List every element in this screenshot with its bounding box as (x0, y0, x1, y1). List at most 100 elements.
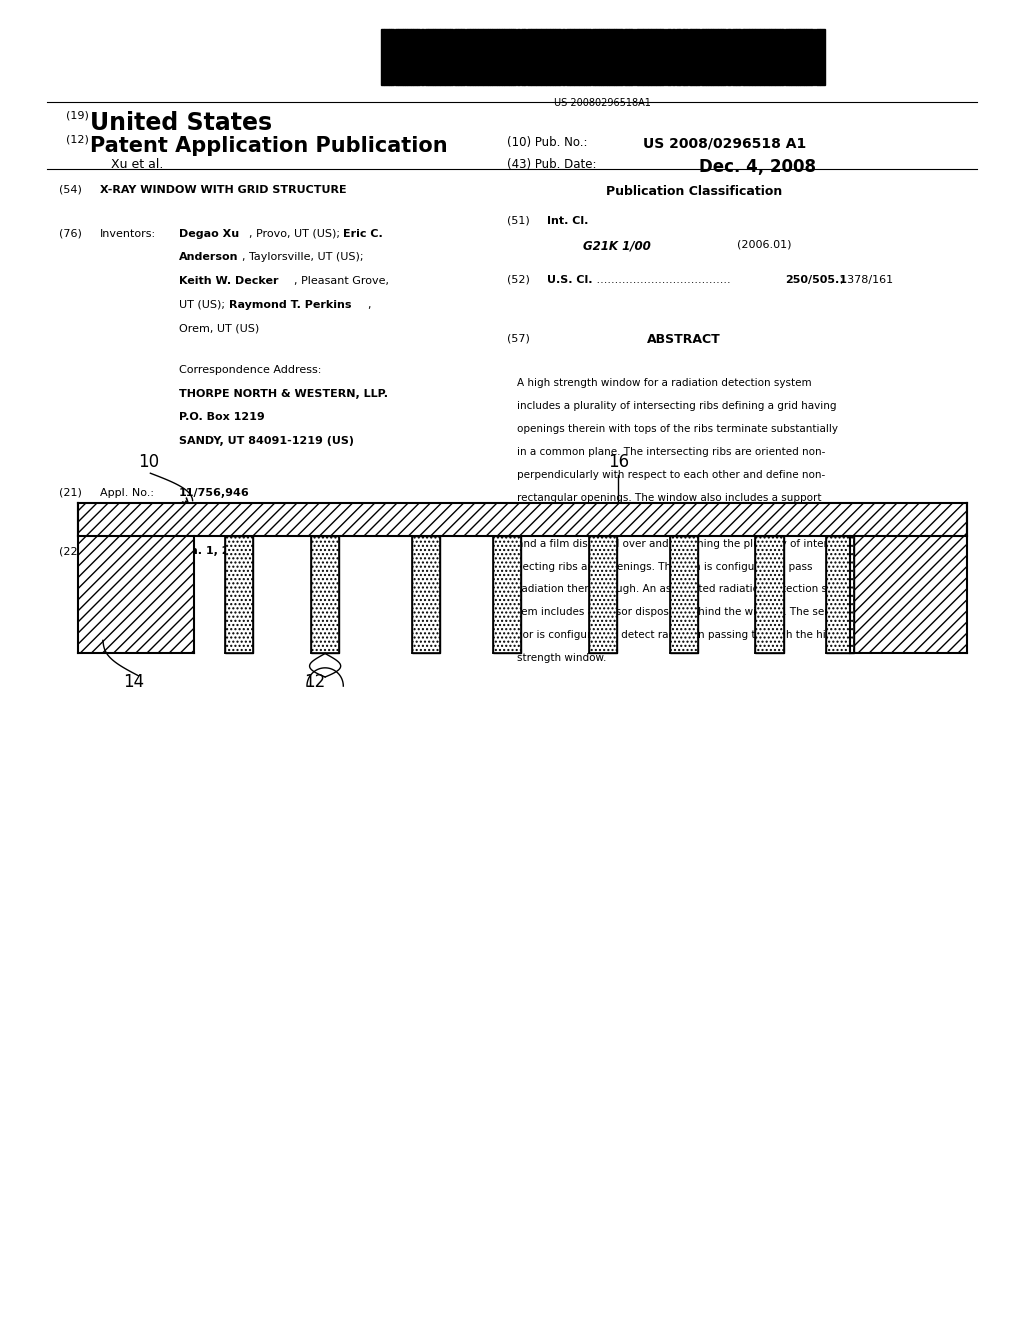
Text: (76): (76) (59, 228, 82, 239)
Bar (517, 29, 520, 86)
Bar (651, 29, 656, 86)
Text: rectangular openings. The window also includes a support: rectangular openings. The window also in… (517, 492, 821, 503)
Bar (714, 29, 718, 86)
Bar (729, 29, 731, 86)
Bar (606, 29, 609, 86)
Text: (21): (21) (59, 487, 82, 498)
Text: ,: , (368, 300, 371, 309)
Bar (782, 29, 784, 86)
Bar (570, 29, 573, 86)
Bar (826, 536, 854, 653)
Text: U.S. Cl.: U.S. Cl. (548, 275, 593, 285)
Text: (43) Pub. Date:: (43) Pub. Date: (507, 158, 596, 172)
Bar (679, 29, 681, 86)
Bar (553, 29, 555, 86)
Text: Publication Classification: Publication Classification (605, 185, 782, 198)
Text: (57): (57) (507, 334, 529, 343)
Bar (721, 29, 723, 86)
Text: (19): (19) (66, 110, 88, 120)
Bar (609, 29, 614, 86)
Bar (473, 29, 475, 86)
Bar (631, 29, 633, 86)
Bar (816, 29, 820, 86)
Text: secting ribs and openings. The film is configured to pass: secting ribs and openings. The film is c… (517, 561, 813, 572)
Text: X-RAY WINDOW WITH GRID STRUCTURE: X-RAY WINDOW WITH GRID STRUCTURE (100, 185, 346, 194)
Bar (771, 29, 775, 86)
Bar (709, 29, 711, 86)
Bar (435, 29, 440, 86)
Text: Eric C.: Eric C. (343, 228, 383, 239)
Text: ; 378/161: ; 378/161 (841, 275, 893, 285)
Bar (537, 29, 541, 86)
Text: frame around a perimeter of the plurality of intersecting ribs,: frame around a perimeter of the pluralit… (517, 516, 839, 525)
Bar (727, 29, 729, 86)
Bar (736, 29, 738, 86)
Bar (565, 29, 570, 86)
Bar (574, 29, 579, 86)
Text: (51): (51) (507, 216, 529, 226)
Bar (752, 29, 756, 86)
Bar (603, 29, 606, 86)
Bar (78, 503, 967, 536)
Bar (667, 29, 672, 86)
Text: Xu et al.: Xu et al. (111, 158, 164, 172)
Bar (497, 29, 499, 86)
Bar (634, 29, 635, 86)
Bar (555, 29, 559, 86)
Text: A high strength window for a radiation detection system: A high strength window for a radiation d… (517, 378, 812, 388)
Bar (756, 29, 760, 86)
Bar (684, 29, 688, 86)
Bar (500, 29, 502, 86)
Bar (700, 29, 703, 86)
Bar (391, 29, 394, 86)
Text: 16: 16 (608, 453, 629, 471)
Bar (718, 29, 721, 86)
Text: 250/505.1: 250/505.1 (784, 275, 847, 285)
Text: (10) Pub. No.:: (10) Pub. No.: (507, 136, 588, 149)
Text: Orem, UT (US): Orem, UT (US) (178, 323, 259, 333)
Text: includes a plurality of intersecting ribs defining a grid having: includes a plurality of intersecting rib… (517, 401, 837, 411)
Bar (457, 29, 458, 86)
Bar (672, 29, 675, 86)
Bar (723, 29, 726, 86)
Bar (806, 29, 811, 86)
Bar (470, 29, 473, 86)
Bar (627, 29, 629, 86)
Text: (12): (12) (66, 135, 88, 145)
Bar (750, 29, 752, 86)
Text: (2006.01): (2006.01) (737, 239, 792, 249)
Bar (811, 29, 813, 86)
Text: Patent Application Publication: Patent Application Publication (90, 136, 447, 156)
Bar (592, 29, 595, 86)
Text: strength window.: strength window. (517, 653, 606, 663)
Bar (526, 29, 531, 86)
Text: , Pleasant Grove,: , Pleasant Grove, (294, 276, 389, 286)
Bar (489, 29, 492, 86)
Bar (381, 29, 384, 86)
Text: US 2008/0296518 A1: US 2008/0296518 A1 (643, 136, 807, 150)
Bar (394, 29, 398, 86)
Text: sor is configured to detect radiation passing through the high: sor is configured to detect radiation pa… (517, 630, 839, 640)
Text: Keith W. Decker: Keith W. Decker (178, 276, 279, 286)
Bar (389, 29, 391, 86)
Bar (411, 29, 413, 86)
Bar (792, 29, 796, 86)
Bar (775, 29, 779, 86)
Text: openings therein with tops of the ribs terminate substantially: openings therein with tops of the ribs t… (517, 424, 838, 434)
Bar (547, 29, 550, 86)
Bar (656, 29, 659, 86)
Text: ABSTRACT: ABSTRACT (647, 334, 721, 346)
Bar (790, 29, 792, 86)
Text: (22): (22) (59, 546, 83, 556)
Bar (796, 29, 798, 86)
Text: Appl. No.:: Appl. No.: (100, 487, 154, 498)
Bar (813, 29, 815, 86)
Text: Filed:: Filed: (100, 546, 129, 556)
Text: (52): (52) (507, 275, 529, 285)
Bar (638, 29, 643, 86)
Bar (629, 29, 631, 86)
Text: Jun. 1, 2007: Jun. 1, 2007 (178, 546, 253, 556)
Text: Correspondence Address:: Correspondence Address: (178, 366, 322, 375)
Bar (461, 29, 465, 86)
Bar (599, 29, 601, 86)
